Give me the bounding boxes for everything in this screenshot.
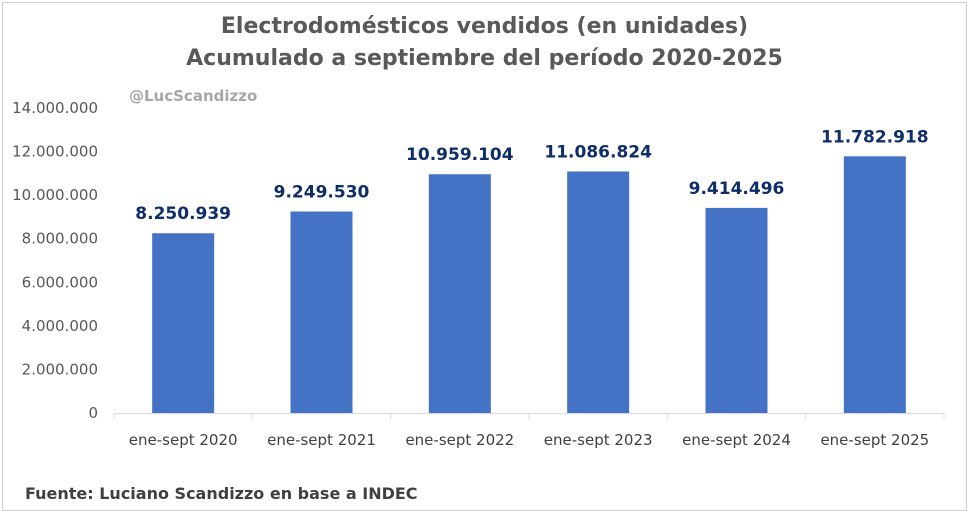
data-label: 11.086.824 — [544, 142, 652, 162]
bar — [428, 174, 491, 413]
bar — [567, 171, 630, 413]
y-tick-label: 8.000.000 — [22, 230, 98, 248]
chart-title: Electrodomésticos vendidos (en unidades)… — [3, 11, 966, 75]
bar — [705, 207, 768, 413]
y-tick-label: 0 — [88, 404, 98, 422]
bar-chart: 0 2.000.000 4.000.000 6.000.000 8.000.000 10.… — [12, 99, 945, 449]
source-note: Fuente: Luciano Scandizzo en base a INDE… — [25, 484, 418, 503]
x-tick-label: ene-sept 2022 — [405, 431, 514, 449]
data-label: 11.782.918 — [821, 127, 929, 147]
data-label: 10.959.104 — [406, 145, 514, 165]
x-tick-label: ene-sept 2021 — [267, 431, 376, 449]
bar — [152, 233, 215, 413]
x-tick-label: ene-sept 2023 — [544, 431, 653, 449]
x-tick-label: ene-sept 2025 — [820, 431, 929, 449]
watermark: @LucScandizzo — [129, 87, 258, 105]
y-tick-label: 10.000.000 — [12, 186, 98, 204]
chart-title-line-2: Acumulado a septiembre del período 2020-… — [186, 46, 783, 71]
chart-title-line-1: Electrodomésticos vendidos (en unidades) — [220, 14, 749, 39]
y-tick-label: 6.000.000 — [22, 273, 98, 291]
y-tick-label: 2.000.000 — [22, 360, 98, 378]
data-label: 9.414.496 — [689, 179, 785, 199]
x-tick-label: ene-sept 2024 — [682, 431, 791, 449]
y-tick-label: 4.000.000 — [22, 317, 98, 335]
bar — [290, 211, 353, 413]
y-tick-label: 14.000.000 — [12, 99, 98, 117]
x-tick-label: ene-sept 2020 — [129, 431, 238, 449]
data-label: 9.249.530 — [274, 182, 370, 202]
bar — [843, 156, 906, 413]
data-label: 8.250.939 — [135, 204, 231, 224]
y-tick-label: 12.000.000 — [12, 143, 98, 161]
